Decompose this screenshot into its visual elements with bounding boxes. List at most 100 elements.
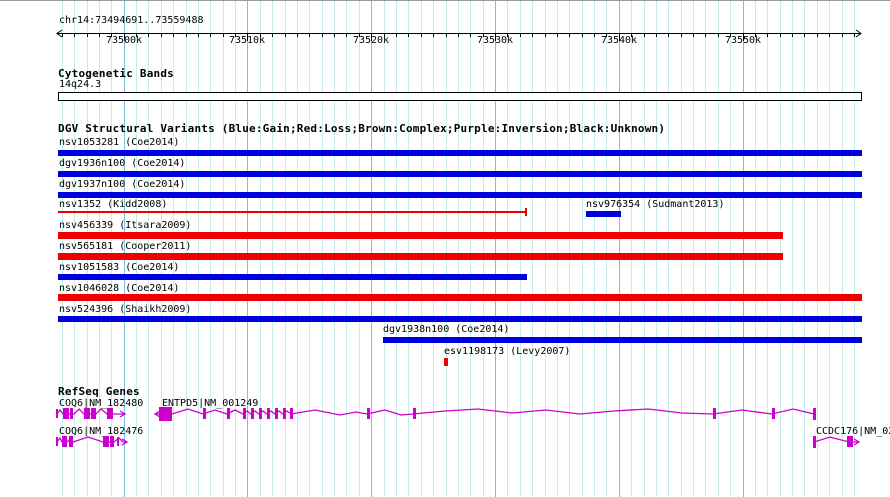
variant-bar[interactable]	[58, 253, 783, 260]
gene-exon	[117, 437, 119, 446]
variant-range-line[interactable]	[58, 211, 527, 213]
gene-model[interactable]	[56, 436, 129, 447]
variant-label[interactable]: nsv524396 (Shaikh2009)	[59, 304, 192, 315]
variant-label[interactable]: nsv976354 (Sudmant2013)	[586, 199, 725, 210]
variant-bar[interactable]	[58, 192, 862, 198]
gridline-minor	[458, 1, 459, 497]
variant-bar[interactable]	[383, 337, 862, 343]
gene-strand-arrow-right-icon	[853, 438, 861, 446]
ruler-tick-label: 73540k	[600, 35, 638, 46]
gene-model[interactable]	[56, 408, 127, 419]
region-title: chr14:73494691..73559488	[59, 15, 204, 26]
variant-bar[interactable]	[58, 150, 862, 156]
gene-exon	[84, 408, 90, 419]
variant-label[interactable]: dgv1936n100 (Coe2014)	[59, 158, 186, 169]
refseq-header: RefSeq Genes	[58, 385, 140, 398]
cytoband-box[interactable]	[58, 92, 862, 101]
ruler-tick-label: 73530k	[476, 35, 514, 46]
gridline-minor	[520, 1, 521, 497]
gene-exon	[813, 436, 816, 448]
gridline-minor	[606, 1, 607, 497]
variant-label[interactable]: dgv1937n100 (Coe2014)	[59, 179, 186, 190]
gridline-minor	[173, 1, 174, 497]
gene-model[interactable]	[153, 407, 816, 421]
variant-label[interactable]: nsv1051583 (Coe2014)	[59, 262, 180, 273]
gene-exon	[227, 408, 230, 419]
variant-bar[interactable]	[58, 316, 862, 322]
gridline-minor	[718, 1, 719, 497]
gridline-minor	[446, 1, 447, 497]
variant-bar[interactable]	[58, 171, 862, 177]
gridline-minor	[198, 1, 199, 497]
gene-intron-line	[56, 436, 127, 443]
gene-exon	[103, 436, 109, 447]
gridline-minor	[804, 1, 805, 497]
gridline-minor	[272, 1, 273, 497]
gene-exon	[813, 408, 816, 420]
variant-label[interactable]: nsv1352 (Kidd2008)	[59, 199, 168, 210]
variant-label[interactable]: dgv1938n100 (Coe2014)	[383, 324, 510, 335]
gene-exon	[290, 408, 293, 419]
gridline-major	[619, 1, 620, 497]
gene-label[interactable]: COQ6|NM_182476	[59, 426, 144, 437]
gridline-minor	[532, 1, 533, 497]
gene-exon	[251, 408, 254, 419]
gene-exon	[91, 408, 96, 419]
gridline-minor	[557, 1, 558, 497]
variant-bar[interactable]	[58, 294, 862, 301]
variant-bar[interactable]	[58, 232, 783, 239]
variant-point[interactable]	[444, 358, 448, 366]
cytoband-header: Cytogenetic Bands	[58, 67, 174, 80]
gene-exon	[70, 408, 73, 419]
ruler-tick-label: 73520k	[352, 35, 390, 46]
gene-exon	[107, 408, 113, 419]
gene-exon	[243, 408, 246, 419]
gridline-minor	[842, 1, 843, 497]
gridline-minor	[433, 1, 434, 497]
gridline-minor	[705, 1, 706, 497]
gridline-minor	[730, 1, 731, 497]
gridline-minor	[582, 1, 583, 497]
gridline-minor	[594, 1, 595, 497]
variant-range-end-tick	[525, 208, 527, 216]
gene-model[interactable]	[813, 436, 861, 448]
variant-label[interactable]: nsv1053281 (Coe2014)	[59, 137, 180, 148]
gridline-minor	[792, 1, 793, 497]
gene-exon	[275, 408, 278, 419]
gridline-minor	[408, 1, 409, 497]
gridline-minor	[260, 1, 261, 497]
variant-label[interactable]: nsv1046028 (Coe2014)	[59, 283, 180, 294]
gridline-minor	[87, 1, 88, 497]
gridline-minor	[136, 1, 137, 497]
gridline-minor	[322, 1, 323, 497]
variant-bar[interactable]	[58, 274, 527, 280]
ruler-tick-label: 73510k	[228, 35, 266, 46]
variant-label[interactable]: nsv456339 (Itsara2009)	[59, 220, 192, 231]
gene-label[interactable]: CCDC176|NM_02	[816, 426, 890, 437]
gridline-minor	[569, 1, 570, 497]
gridline-minor	[545, 1, 546, 497]
gridline-minor	[384, 1, 385, 497]
gridline-minor	[346, 1, 347, 497]
gridline-major	[247, 1, 248, 497]
variant-label[interactable]: nsv565181 (Cooper2011)	[59, 241, 192, 252]
gene-exon	[69, 436, 73, 447]
gene-strand-arrow-left-icon	[153, 410, 161, 418]
gene-exon	[283, 408, 286, 419]
axis-arrow-right-icon	[855, 29, 862, 38]
gene-exon	[367, 408, 370, 419]
gridline-minor	[470, 1, 471, 497]
gridline-minor	[780, 1, 781, 497]
variant-bar[interactable]	[586, 211, 621, 217]
gene-exon	[159, 407, 172, 421]
gene-label[interactable]: ENTPD5|NM_001249	[162, 398, 259, 409]
gene-label[interactable]: COQ6|NM_182480	[59, 398, 144, 409]
gene-exon	[259, 408, 262, 419]
gridline-minor	[483, 1, 484, 497]
gridline-minor	[285, 1, 286, 497]
gridline-minor	[235, 1, 236, 497]
variant-label[interactable]: esv1198173 (Levy2007)	[444, 346, 571, 357]
gridline-minor	[656, 1, 657, 497]
gridline-minor	[99, 1, 100, 497]
